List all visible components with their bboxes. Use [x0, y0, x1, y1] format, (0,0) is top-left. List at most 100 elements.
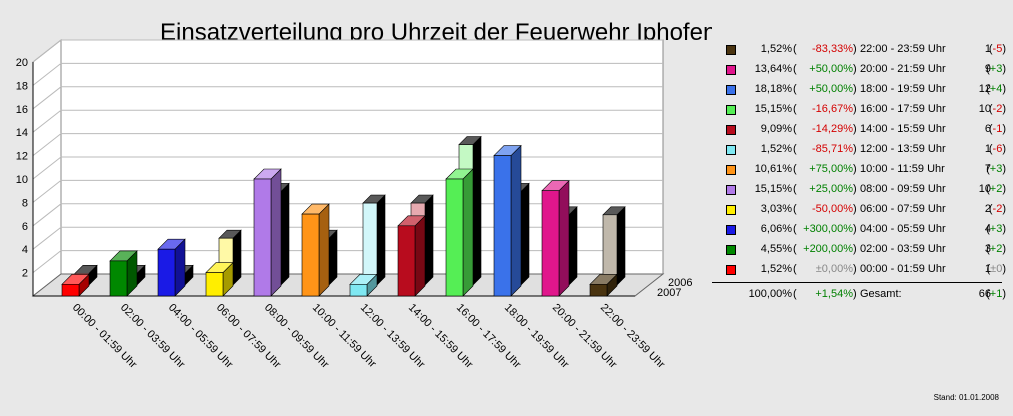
legend-open-paren: (: [793, 63, 797, 75]
y-tick-label: 4: [22, 244, 28, 256]
legend-diff-open: (: [986, 263, 991, 275]
bar-2006-4-side: [280, 182, 290, 286]
legend-change: +25,00%: [809, 183, 853, 195]
legend-diff-open: (: [988, 103, 993, 115]
legend-diff-close: ): [1002, 263, 1006, 275]
legend-count: 1: [984, 43, 991, 55]
legend-swatch: [726, 145, 736, 155]
legend-row: 13,64%(+50,00%) 20:00 - 21:59 Uhr 9 (+3): [712, 60, 1012, 80]
legend-diff-value: ±0: [990, 263, 1003, 275]
legend-swatch: [726, 185, 736, 195]
legend-diff: (+3): [986, 63, 1006, 75]
total-change: +1,54%: [815, 288, 853, 300]
legend-diff: (-6): [989, 143, 1006, 155]
bar-2006-5-side: [328, 229, 338, 286]
gridline: [32, 86, 663, 110]
legend-swatch: [726, 105, 736, 115]
legend-count: 10: [978, 103, 991, 115]
bar-2007-6: [349, 273, 378, 297]
legend-change: +50,00%: [809, 83, 853, 95]
total-diff-close: ): [1002, 288, 1006, 300]
legend-diff-value: -2: [992, 203, 1003, 215]
legend-time: 00:00 - 01:59 Uhr: [860, 263, 946, 275]
legend-close-paren: ): [853, 103, 857, 115]
legend-time: 06:00 - 07:59 Uhr: [860, 203, 946, 215]
y-tick-label: 12: [16, 151, 28, 163]
legend-diff-open: (: [986, 243, 990, 255]
legend-count: 4: [984, 223, 991, 235]
legend-close-paren: ): [853, 123, 857, 135]
legend-change: +300,00%: [803, 223, 853, 235]
legend-open-paren: (: [793, 203, 797, 215]
bar-2007-3: [205, 261, 234, 297]
bar-2007-11-front: [589, 283, 608, 297]
legend-percent: 15,15%: [754, 183, 792, 195]
legend-diff-open: (: [986, 83, 990, 95]
legend-diff-value: +2: [989, 183, 1003, 195]
legend-percent: 1,52%: [760, 263, 792, 275]
legend-diff-value: -2: [992, 103, 1003, 115]
legend-count: 6: [984, 123, 991, 135]
legend-change: -50,00%: [812, 203, 853, 215]
bar-chart: Einsatzverteilung pro Uhrzeit der Feuerw…: [16, 19, 712, 371]
legend-open-paren: (: [793, 223, 797, 235]
legend-diff: (-1): [989, 123, 1006, 135]
legend-count: 1: [984, 143, 991, 155]
legend-row: 15,15%(+25,00%) 08:00 - 09:59 Uhr 10 (+2): [712, 180, 1012, 200]
y-tick-label: 14: [16, 127, 28, 139]
series-label-2006: 2006: [668, 277, 692, 289]
legend-count: 9: [984, 63, 991, 75]
bar-2006-11-side: [616, 206, 626, 286]
legend-diff-close: ): [1002, 163, 1006, 175]
bar-2006-8-side: [472, 135, 482, 286]
legend-diff: (+2): [986, 243, 1006, 255]
legend-swatch: [726, 45, 736, 55]
legend-diff-open: (: [986, 223, 990, 235]
legend-open-paren: (: [793, 123, 797, 135]
legend-row: 4,55%(+200,00%) 02:00 - 03:59 Uhr 3 (+2): [712, 240, 1012, 260]
bar-2007-0-front: [61, 283, 80, 297]
legend-diff-value: +3: [989, 63, 1003, 75]
legend-open-paren: (: [793, 183, 797, 195]
legend-percent: 18,18%: [754, 83, 792, 95]
bar-2007-4-side: [270, 168, 282, 297]
legend-diff-close: ): [1002, 63, 1006, 75]
legend-swatch: [726, 205, 736, 215]
legend-diff-value: +4: [989, 83, 1003, 95]
legend-diff: (-2): [989, 203, 1006, 215]
gridline: [32, 109, 663, 133]
legend-row: 1,52%(-85,71%) 12:00 - 13:59 Uhr 1 (-6): [712, 140, 1012, 160]
legend-diff: (-5): [989, 43, 1006, 55]
legend-close-paren: ): [853, 203, 857, 215]
legend-percent: 15,15%: [754, 103, 792, 115]
legend-percent: 4,55%: [760, 243, 792, 255]
legend-table: 1,52%(-83,33%) 22:00 - 23:59 Uhr 1 (-5) 13,6…: [712, 40, 1012, 300]
legend-open-paren: (: [793, 43, 797, 55]
legend-diff-open: (: [988, 203, 993, 215]
legend-close-paren: ): [853, 143, 857, 155]
bar-2006-6: [362, 194, 386, 286]
bar-2007-4: [253, 168, 282, 297]
legend-change: ±0,00%: [815, 263, 853, 275]
date-stamp: Stand: 01.01.2008: [933, 393, 999, 402]
bar-2007-8: [445, 168, 474, 297]
legend-swatch: [726, 265, 736, 275]
legend-close-paren: ): [853, 163, 857, 175]
legend-diff-open: (: [986, 183, 990, 195]
legend-diff-close: ): [1002, 103, 1006, 115]
series-label-2007: 2007: [657, 287, 681, 299]
legend-percent: 6,06%: [760, 223, 792, 235]
legend-swatch: [726, 225, 736, 235]
legend-diff: (±0): [987, 263, 1007, 275]
bar-2007-5-side: [318, 203, 330, 297]
y-tick-label: 18: [16, 80, 28, 92]
legend-close-paren: ): [853, 263, 857, 275]
legend-time: 12:00 - 13:59 Uhr: [860, 143, 946, 155]
legend-open-paren: (: [793, 83, 797, 95]
legend-open-paren: (: [793, 103, 797, 115]
legend-diff: (+4): [986, 83, 1006, 95]
legend-change: +50,00%: [809, 63, 853, 75]
legend-total-row: 100,00% ( +1,54% ) Gesamt: 66 (+1): [712, 285, 1012, 301]
bar-2007-1: [109, 250, 138, 297]
